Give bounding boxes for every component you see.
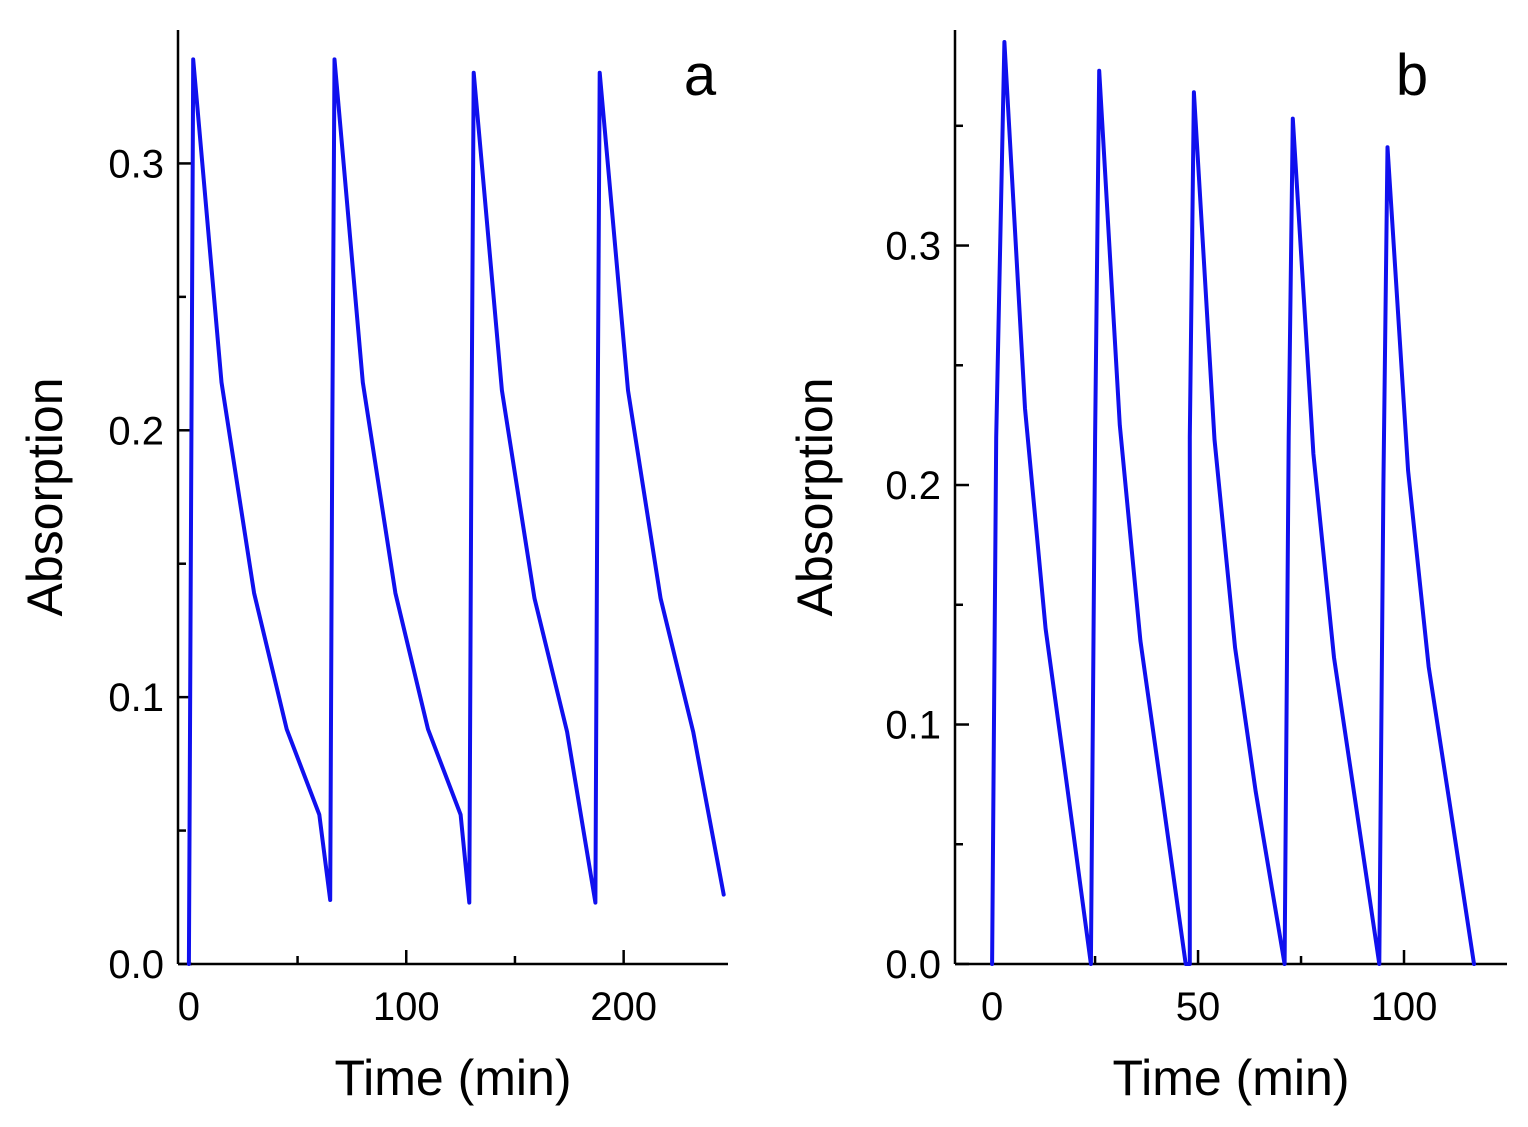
- series-line-absorption: [990, 40, 1476, 966]
- y-tick-label: 0.0: [885, 943, 941, 987]
- x-tick-label: 100: [1371, 985, 1438, 1029]
- x-tick-label: 100: [373, 985, 440, 1029]
- x-tick-label: 50: [1176, 985, 1221, 1029]
- y-tick-label: 0.0: [108, 943, 164, 987]
- panel-label: b: [1396, 43, 1428, 108]
- y-tick-label: 0.3: [885, 225, 941, 269]
- y-tick-label: 0.1: [885, 704, 941, 748]
- y-axis-title: Absorption: [787, 377, 843, 616]
- y-tick-label: 0.3: [108, 142, 164, 186]
- panel-a: 0.0 0.1 0.2 0.3 0 100 200 Absorption Time (min) a: [17, 30, 728, 1106]
- y-tick-label: 0.2: [885, 464, 941, 508]
- x-axis-title: Time (min): [1112, 1050, 1349, 1106]
- x-tick-label: 0: [178, 985, 200, 1029]
- panel-label: a: [684, 43, 717, 108]
- x-axis-title: Time (min): [334, 1050, 571, 1106]
- y-axis-title: Absorption: [17, 377, 73, 616]
- y-tick-label: 0.2: [108, 409, 164, 453]
- x-tick-label: 0: [981, 985, 1003, 1029]
- series-line-absorption: [186, 57, 726, 966]
- x-tick-label: 200: [590, 985, 657, 1029]
- panel-b: 0.0 0.1 0.2 0.3 0 50 100 Absorption Time (min) b: [787, 30, 1507, 1106]
- y-tick-label: 0.1: [108, 676, 164, 720]
